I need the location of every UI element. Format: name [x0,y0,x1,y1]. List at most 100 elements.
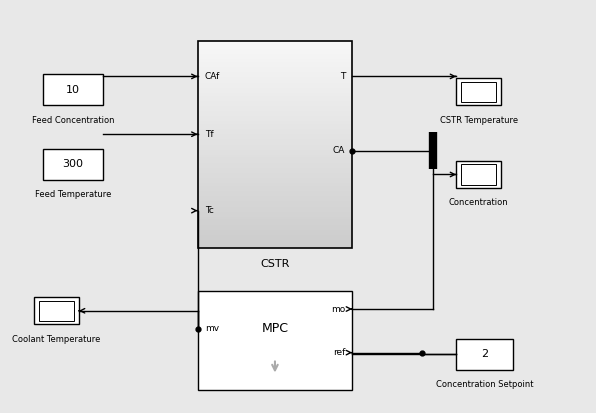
Text: 300: 300 [63,159,83,169]
Bar [198,235,352,237]
Text: Tc: Tc [205,206,214,215]
Text: CSTR Temperature: CSTR Temperature [439,116,518,125]
Bar [198,170,352,173]
Bar [198,178,352,181]
Bar [198,237,352,240]
Bar [198,126,352,129]
Bar [198,114,352,116]
Bar [198,57,352,59]
Bar [198,219,352,222]
Bar [198,199,352,201]
Bar [457,161,501,188]
Bar [198,204,352,206]
Bar [198,181,352,183]
Text: MPC: MPC [262,322,288,335]
Bar [198,64,352,67]
Bar [198,160,352,163]
Text: CA: CA [333,146,345,155]
Bar [198,49,352,52]
Text: mo: mo [331,304,345,313]
Bar [198,80,352,83]
Bar [198,62,352,64]
Text: 10: 10 [66,85,80,95]
Bar [198,109,352,111]
Bar [198,227,352,230]
Bar [198,163,352,165]
Bar [461,82,496,102]
Text: Tf: Tf [205,130,213,139]
Bar [198,78,352,80]
Bar [198,145,352,147]
Bar [34,297,79,324]
Bar [198,222,352,225]
Bar [198,232,352,235]
Bar [198,93,352,95]
Text: Concentration: Concentration [449,198,508,207]
Bar [198,155,352,157]
Bar [198,137,352,139]
Bar [198,191,352,194]
Bar [198,188,352,191]
Bar [198,243,352,245]
Bar [198,142,352,145]
Bar [198,44,352,47]
Bar [198,101,352,103]
Text: mv: mv [205,324,219,333]
Bar [198,186,352,188]
Text: Feed Temperature: Feed Temperature [35,190,111,199]
Bar [198,176,352,178]
Bar [198,41,352,44]
Bar [198,116,352,119]
Bar [43,74,103,105]
Bar [198,147,352,150]
Bar [457,78,501,105]
Bar [43,149,103,180]
Bar [457,339,513,370]
Text: T: T [340,72,345,81]
Bar [198,173,352,176]
Bar [198,211,352,214]
Bar [198,119,352,121]
Bar [198,291,352,390]
Bar [198,46,352,49]
Bar [198,95,352,98]
Bar [198,54,352,57]
Bar [198,124,352,126]
Bar [198,41,352,248]
Bar [198,230,352,232]
Bar [461,164,496,185]
Bar [198,139,352,142]
Text: Coolant Temperature: Coolant Temperature [13,335,101,344]
Text: CAf: CAf [205,72,220,81]
Bar [198,59,352,62]
Bar [198,206,352,209]
Bar [198,209,352,211]
Bar [198,196,352,199]
Bar [198,165,352,168]
Bar [198,183,352,186]
Bar [198,245,352,248]
Text: 2: 2 [481,349,488,359]
Bar [198,121,352,124]
Bar [198,67,352,70]
Bar [198,88,352,90]
Bar [198,214,352,217]
Bar [39,301,74,321]
Bar [198,90,352,93]
Text: CSTR: CSTR [260,259,290,269]
Bar [198,202,352,204]
Bar [198,75,352,78]
Bar [198,132,352,134]
Bar [198,157,352,160]
Bar [198,194,352,196]
Text: ref: ref [333,348,345,357]
Bar [198,70,352,72]
Bar [198,72,352,75]
Bar [198,111,352,114]
Bar [198,217,352,219]
Text: Concentration Setpoint: Concentration Setpoint [436,380,533,389]
Bar [198,52,352,54]
Bar [198,106,352,108]
Bar [198,134,352,137]
Bar [198,225,352,227]
